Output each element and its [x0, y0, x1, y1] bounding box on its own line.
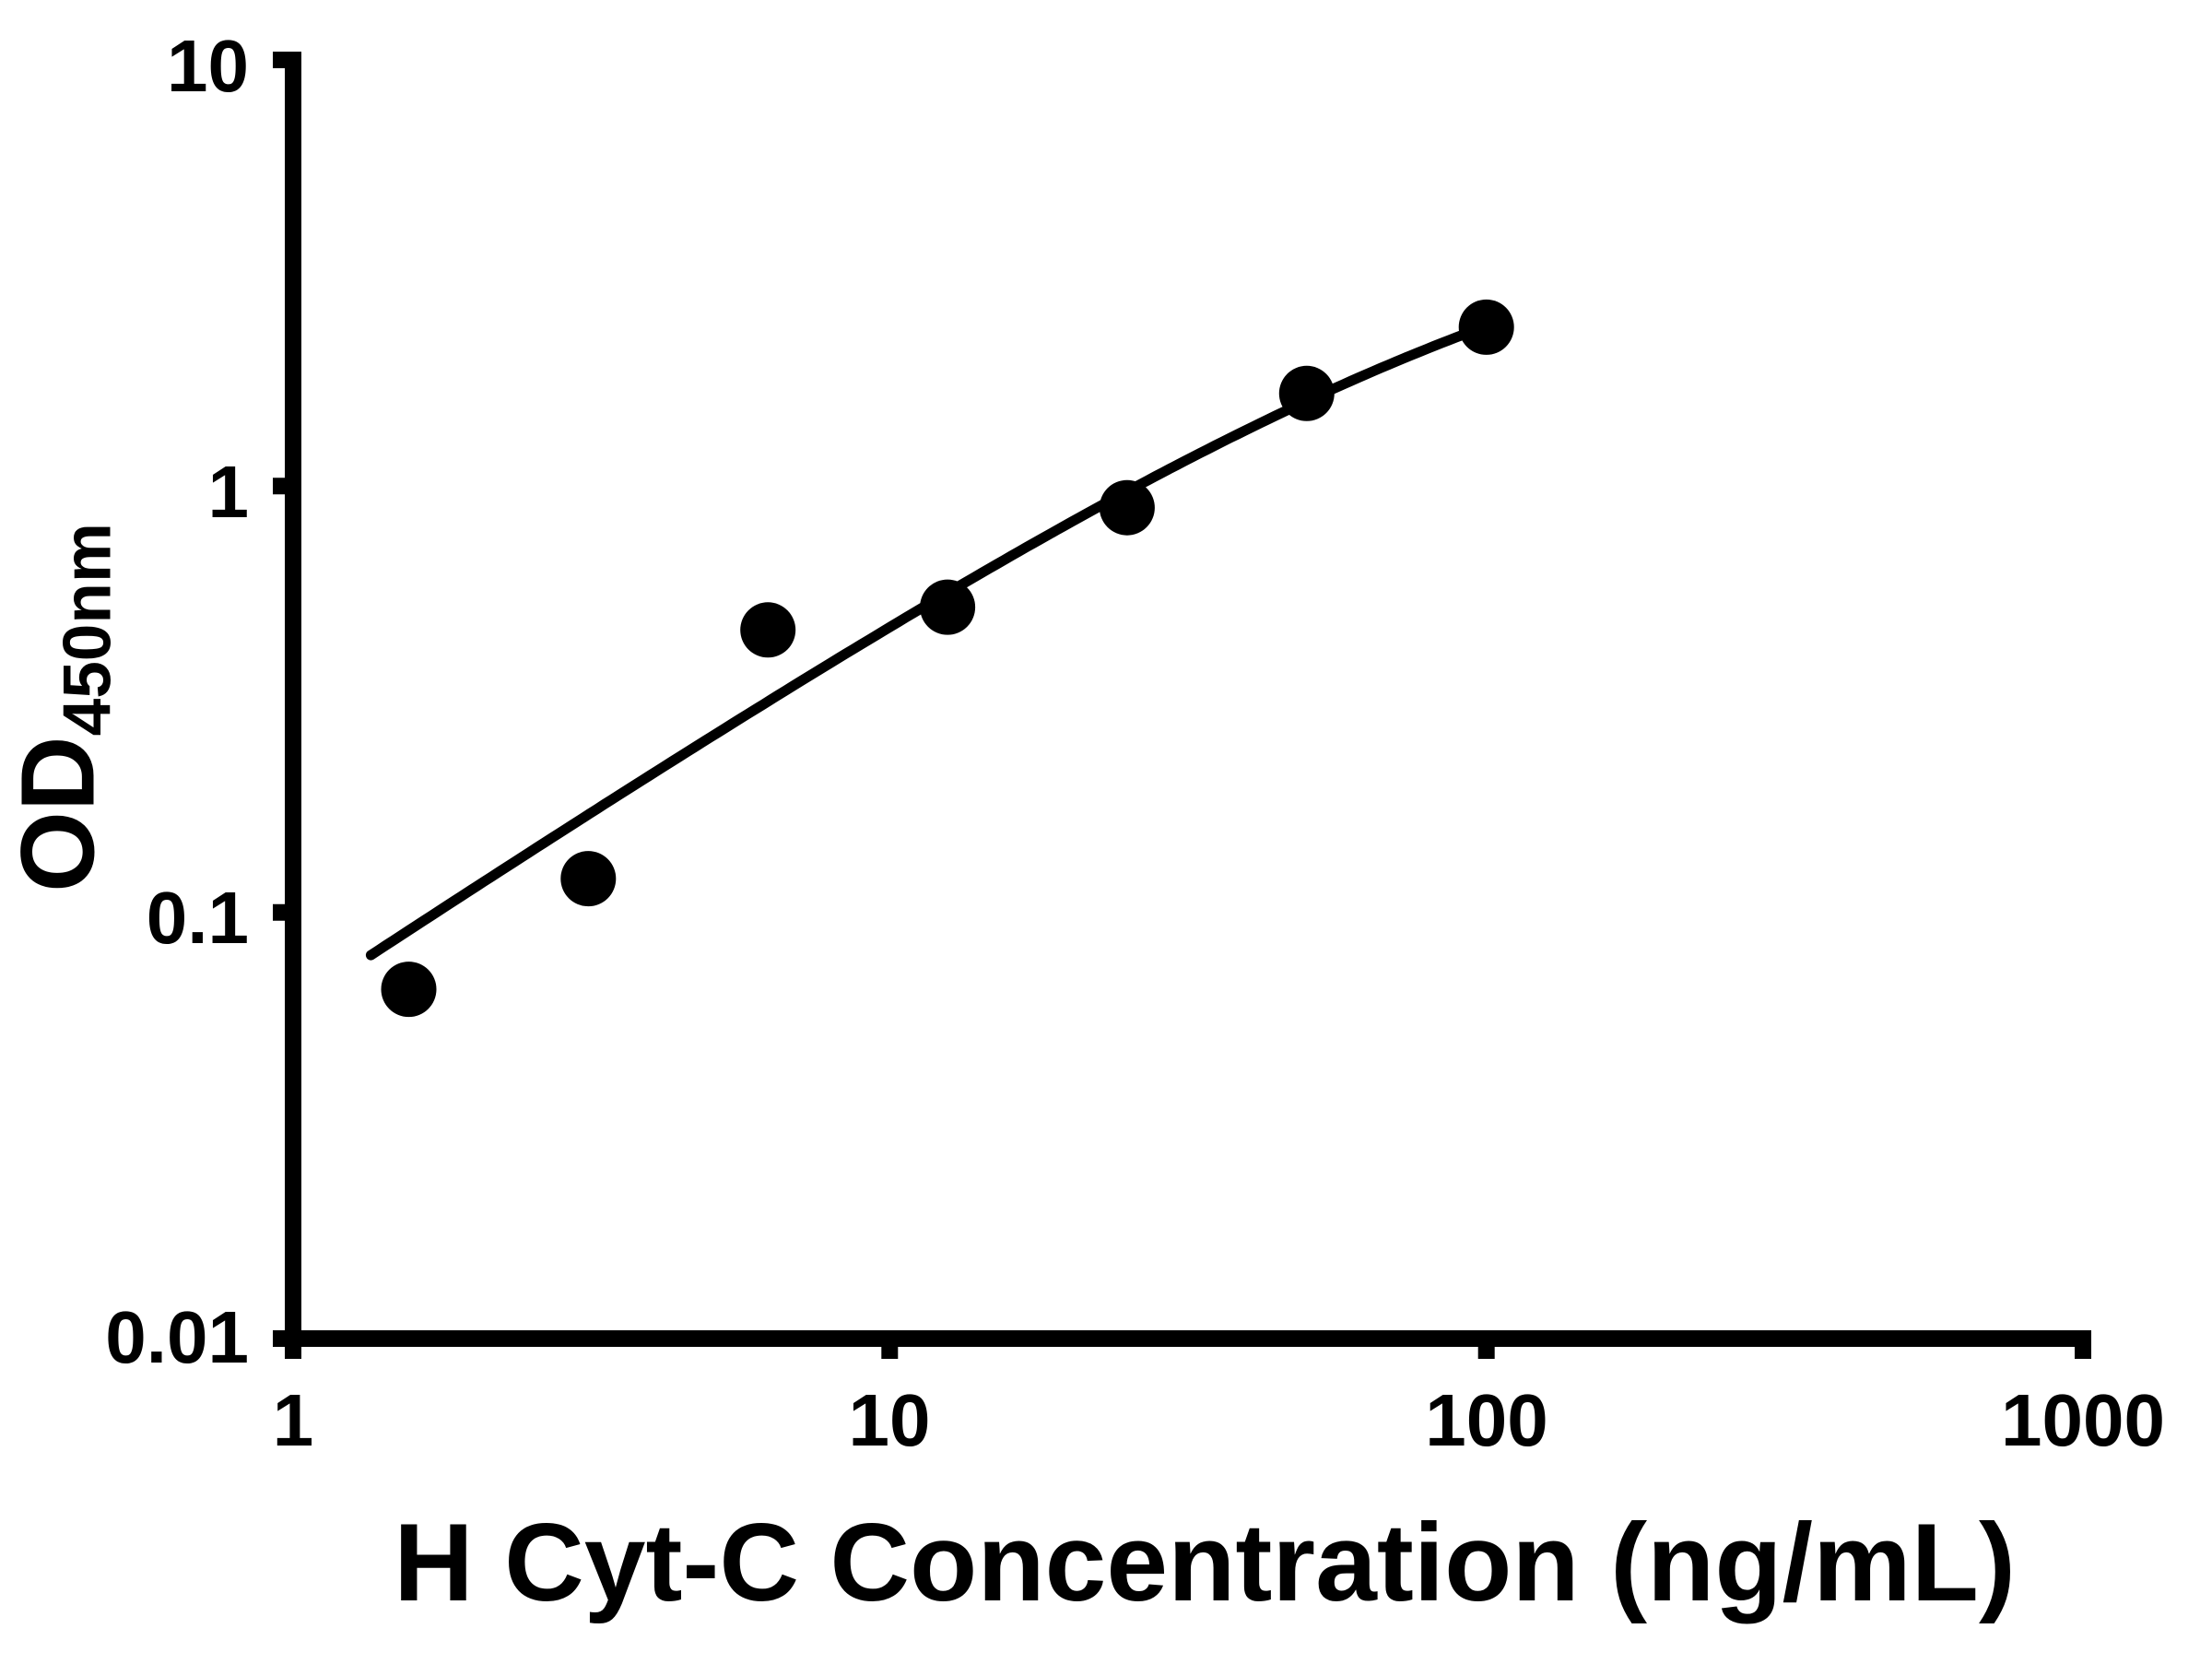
- svg-text:100: 100: [1425, 1379, 1547, 1461]
- svg-text:0.01: 0.01: [105, 1296, 249, 1378]
- svg-text:1000: 1000: [2001, 1379, 2165, 1461]
- svg-text:OD450nm: OD450nm: [0, 523, 125, 892]
- svg-text:H Cyt-C Concentration (ng/mL): H Cyt-C Concentration (ng/mL): [394, 1501, 2016, 1624]
- svg-text:1: 1: [273, 1379, 314, 1461]
- svg-text:10: 10: [849, 1379, 931, 1461]
- svg-text:1: 1: [208, 451, 250, 533]
- svg-text:0.1: 0.1: [147, 877, 249, 959]
- svg-text:10: 10: [167, 25, 249, 107]
